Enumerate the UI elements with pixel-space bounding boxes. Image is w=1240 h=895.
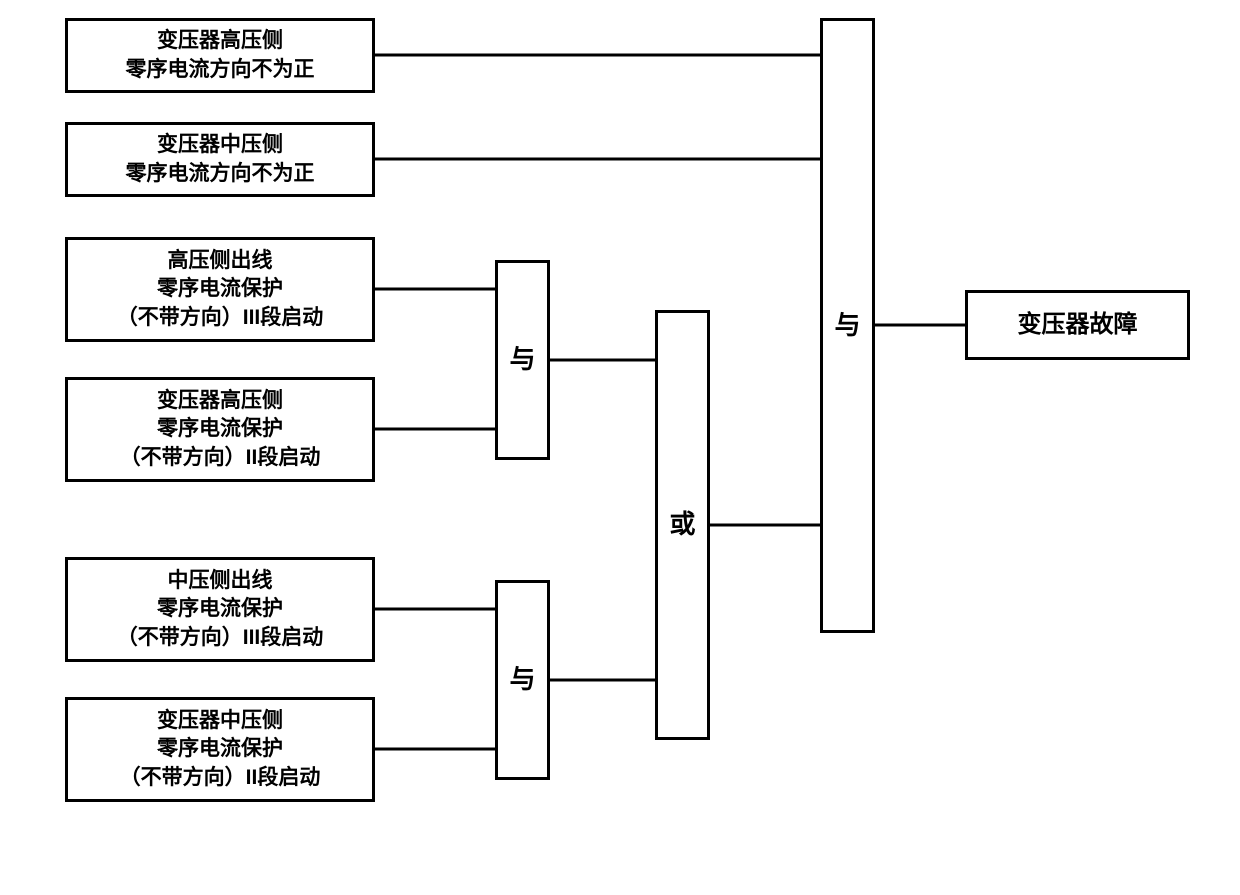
input-box-6: 变压器中压侧零序电流保护（不带方向）II段启动 <box>65 697 375 802</box>
gate-or1: 或 <box>655 310 710 740</box>
gate-and2: 与 <box>495 580 550 780</box>
gate-and1: 与 <box>495 260 550 460</box>
input-box-5: 中压侧出线零序电流保护（不带方向）III段启动 <box>65 557 375 662</box>
output-box: 变压器故障 <box>965 290 1190 360</box>
gate-and3: 与 <box>820 18 875 633</box>
input-box-4: 变压器高压侧零序电流保护（不带方向）II段启动 <box>65 377 375 482</box>
logic-diagram: 变压器高压侧零序电流方向不为正变压器中压侧零序电流方向不为正高压侧出线零序电流保… <box>0 0 1240 895</box>
input-box-2: 变压器中压侧零序电流方向不为正 <box>65 122 375 197</box>
input-box-3: 高压侧出线零序电流保护（不带方向）III段启动 <box>65 237 375 342</box>
input-box-1: 变压器高压侧零序电流方向不为正 <box>65 18 375 93</box>
